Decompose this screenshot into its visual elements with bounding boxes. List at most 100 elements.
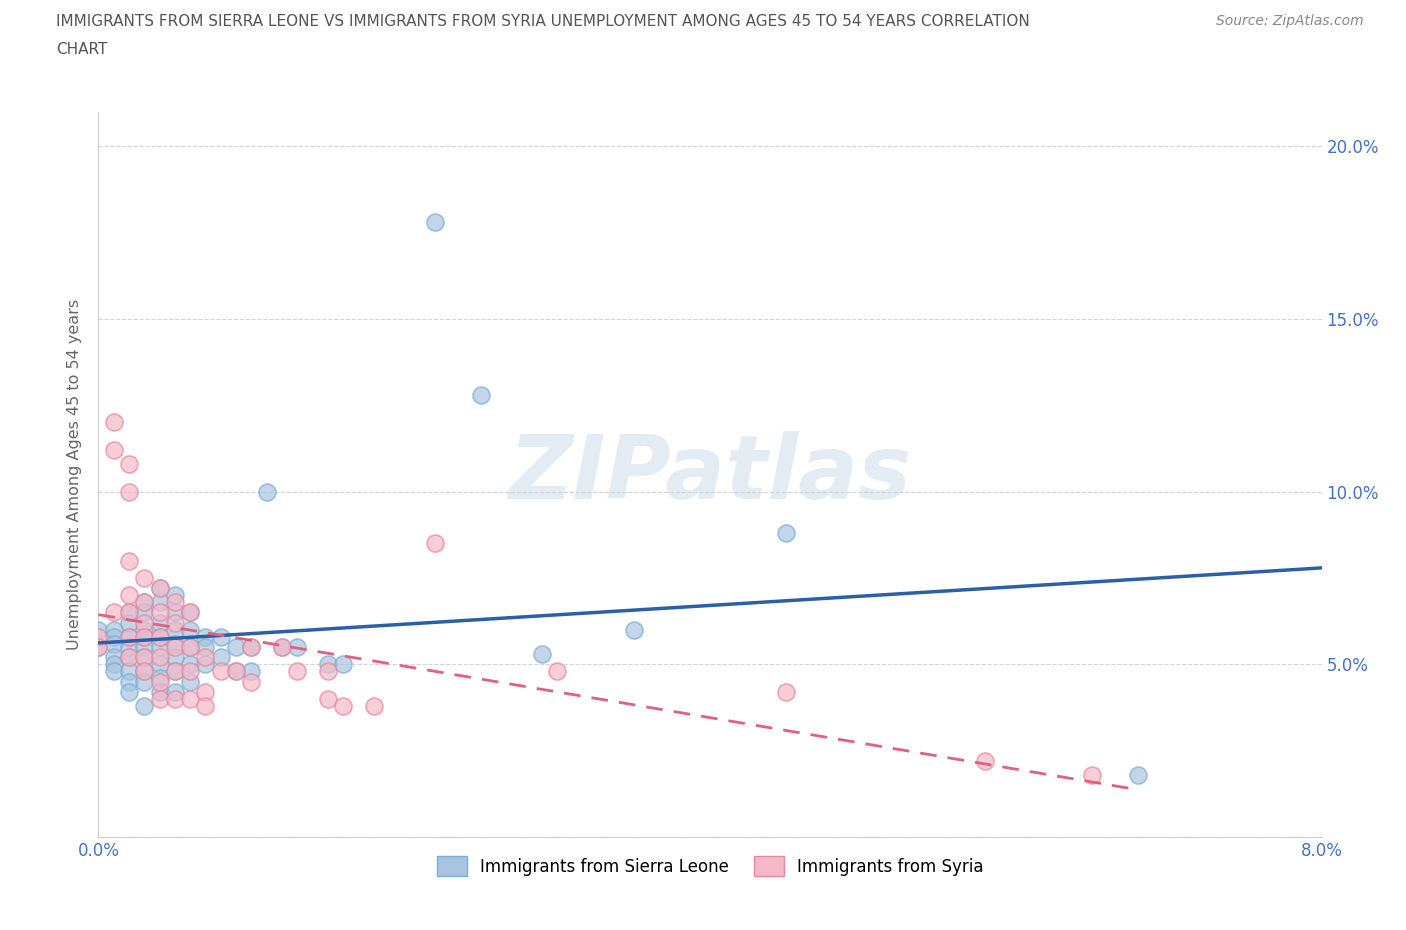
Point bbox=[194, 698, 217, 713]
Point bbox=[118, 588, 141, 603]
Point bbox=[149, 594, 172, 609]
Point bbox=[134, 594, 156, 609]
Point bbox=[134, 570, 156, 585]
Point bbox=[118, 630, 141, 644]
Point bbox=[240, 640, 263, 655]
Point bbox=[225, 664, 247, 679]
Point bbox=[163, 588, 186, 603]
Point bbox=[179, 605, 201, 620]
Point bbox=[470, 388, 492, 403]
Point bbox=[134, 594, 156, 609]
Point bbox=[103, 630, 125, 644]
Point bbox=[775, 525, 797, 540]
Point bbox=[179, 640, 201, 655]
Point bbox=[974, 753, 997, 768]
Point bbox=[87, 622, 110, 637]
Text: CHART: CHART bbox=[56, 42, 108, 57]
Point bbox=[103, 657, 125, 671]
Point bbox=[134, 650, 156, 665]
Point bbox=[270, 640, 294, 655]
Point bbox=[332, 657, 354, 671]
Text: IMMIGRANTS FROM SIERRA LEONE VS IMMIGRANTS FROM SYRIA UNEMPLOYMENT AMONG AGES 45: IMMIGRANTS FROM SIERRA LEONE VS IMMIGRAN… bbox=[56, 14, 1031, 29]
Point bbox=[103, 443, 125, 458]
Point bbox=[1128, 767, 1150, 782]
Point bbox=[209, 630, 232, 644]
Point bbox=[163, 594, 186, 609]
Point bbox=[332, 698, 354, 713]
Point bbox=[163, 664, 186, 679]
Point bbox=[316, 657, 339, 671]
Point bbox=[163, 650, 186, 665]
Point bbox=[103, 664, 125, 679]
Point bbox=[149, 684, 172, 699]
Point bbox=[240, 664, 263, 679]
Point bbox=[118, 674, 141, 689]
Point bbox=[149, 630, 172, 644]
Point bbox=[240, 640, 263, 655]
Point bbox=[134, 674, 156, 689]
Point bbox=[179, 674, 201, 689]
Point bbox=[285, 664, 308, 679]
Point bbox=[103, 605, 125, 620]
Point bbox=[194, 650, 217, 665]
Point bbox=[163, 684, 186, 699]
Point bbox=[363, 698, 385, 713]
Point bbox=[118, 457, 141, 472]
Point bbox=[149, 616, 172, 631]
Point bbox=[103, 622, 125, 637]
Point bbox=[179, 657, 201, 671]
Point bbox=[225, 640, 247, 655]
Point bbox=[149, 630, 172, 644]
Point bbox=[240, 674, 263, 689]
Point bbox=[134, 650, 156, 665]
Point bbox=[163, 605, 186, 620]
Point bbox=[163, 636, 186, 651]
Point bbox=[163, 664, 186, 679]
Point bbox=[149, 671, 172, 685]
Point bbox=[118, 630, 141, 644]
Point bbox=[179, 691, 201, 706]
Text: ZIPatlas: ZIPatlas bbox=[509, 431, 911, 518]
Point bbox=[775, 684, 797, 699]
Point bbox=[118, 553, 141, 568]
Point bbox=[134, 622, 156, 637]
Point bbox=[149, 650, 172, 665]
Point bbox=[1081, 767, 1104, 782]
Point bbox=[423, 536, 446, 551]
Point bbox=[118, 650, 141, 665]
Point bbox=[163, 616, 186, 631]
Point bbox=[623, 622, 645, 637]
Point bbox=[163, 691, 186, 706]
Point bbox=[149, 691, 172, 706]
Point bbox=[179, 664, 201, 679]
Point bbox=[194, 640, 217, 655]
Point bbox=[134, 698, 156, 713]
Point bbox=[163, 640, 186, 655]
Point bbox=[118, 605, 141, 620]
Point bbox=[546, 664, 568, 679]
Point bbox=[134, 630, 156, 644]
Point bbox=[256, 485, 278, 499]
Point bbox=[149, 657, 172, 671]
Point bbox=[118, 485, 141, 499]
Point bbox=[134, 664, 156, 679]
Point bbox=[103, 650, 125, 665]
Point bbox=[423, 215, 446, 230]
Point bbox=[163, 622, 186, 637]
Point bbox=[179, 605, 201, 620]
Point bbox=[103, 636, 125, 651]
Point bbox=[149, 581, 172, 596]
Y-axis label: Unemployment Among Ages 45 to 54 years: Unemployment Among Ages 45 to 54 years bbox=[67, 299, 83, 650]
Point bbox=[134, 630, 156, 644]
Point bbox=[87, 640, 110, 655]
Point bbox=[134, 616, 156, 631]
Point bbox=[316, 691, 339, 706]
Point bbox=[149, 605, 172, 620]
Text: Source: ZipAtlas.com: Source: ZipAtlas.com bbox=[1216, 14, 1364, 28]
Point bbox=[118, 640, 141, 655]
Point bbox=[118, 664, 141, 679]
Point bbox=[194, 657, 217, 671]
Point bbox=[149, 674, 172, 689]
Point bbox=[316, 664, 339, 679]
Point bbox=[530, 646, 553, 661]
